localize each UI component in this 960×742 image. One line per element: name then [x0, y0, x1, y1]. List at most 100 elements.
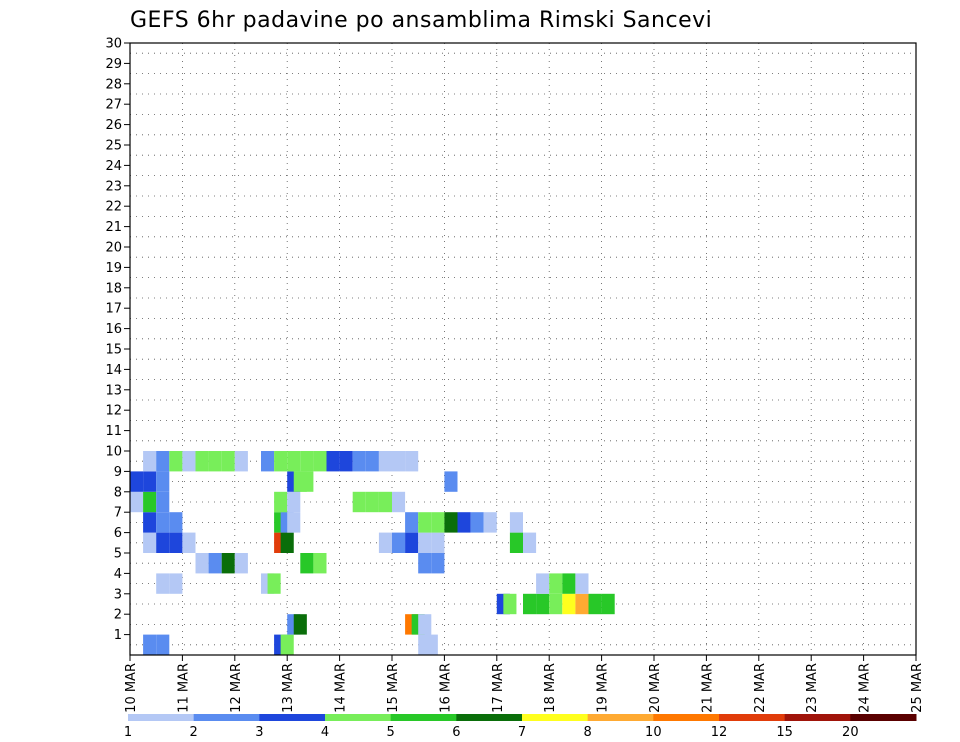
heatmap-cell — [143, 512, 157, 533]
heatmap-cell — [444, 471, 458, 492]
colorbar-label: 6 — [452, 725, 460, 740]
heatmap-cell — [562, 593, 576, 615]
heatmap-cell — [208, 553, 222, 574]
colorbar-swatch — [784, 714, 851, 721]
y-tick-label: 29 — [105, 57, 122, 72]
heatmap-cell — [156, 471, 170, 492]
x-axis-ticks: 10 MAR 11 MAR 12 MAR 13 MAR 14 MAR 15 MAR 16 M… — [124, 655, 925, 713]
heatmap-cell — [280, 532, 294, 553]
heatmap-cell — [509, 532, 523, 553]
heatmap-cell — [267, 573, 281, 594]
heatmap-cell — [300, 451, 314, 472]
chart-title: GEFS 6hr padavine po ansamblima Rimski S… — [130, 8, 712, 33]
colorbar-swatch — [719, 714, 786, 721]
heatmap-cell — [392, 532, 406, 553]
heatmap-cell — [280, 634, 294, 655]
x-tick-label: 18 MAR — [543, 663, 558, 713]
heatmap-cell — [156, 451, 170, 472]
heatmap-cell — [274, 451, 288, 472]
x-tick-label: 21 MAR — [700, 663, 715, 713]
y-tick-label: 30 — [105, 37, 122, 52]
y-tick-label: 22 — [105, 200, 122, 215]
y-tick-label: 8 — [114, 485, 122, 500]
x-tick-label: 10 MAR — [124, 663, 139, 713]
heatmap-cell — [169, 573, 183, 594]
heatmap-cell — [169, 451, 183, 472]
heatmap-cell — [424, 634, 438, 655]
heatmap-cell — [156, 491, 170, 513]
colorbar-swatch — [850, 714, 917, 721]
y-axis-ticks: 1234567891011121314151617181920212223242… — [105, 37, 130, 643]
colorbar-label: 1 — [124, 725, 132, 740]
colorbar-label: 5 — [387, 725, 395, 740]
x-tick-label: 19 MAR — [596, 663, 611, 713]
x-tick-label: 11 MAR — [176, 663, 191, 713]
heatmap-cell — [431, 553, 445, 574]
x-tick-label: 17 MAR — [491, 663, 506, 713]
y-tick-label: 11 — [105, 424, 122, 439]
x-tick-label: 15 MAR — [386, 663, 401, 713]
heatmap-cell — [392, 491, 406, 513]
heatmap-cell — [300, 471, 314, 492]
x-tick-label: 22 MAR — [753, 663, 768, 713]
heatmap-cell — [405, 451, 419, 472]
heatmap-cell — [509, 512, 523, 533]
heatmap-cell — [365, 451, 379, 472]
heatmap-cell — [549, 593, 563, 615]
y-tick-label: 13 — [105, 383, 122, 398]
heatmap-cell — [378, 451, 392, 472]
heatmap-cell — [536, 593, 550, 615]
heatmap-cell — [143, 532, 157, 553]
x-tick-label: 25 MAR — [910, 663, 925, 713]
heatmap-cell — [143, 471, 157, 492]
heatmap-cell — [378, 532, 392, 553]
y-tick-label: 2 — [114, 608, 122, 623]
heatmap-cell — [221, 451, 235, 472]
y-tick-label: 17 — [105, 302, 122, 317]
heatmap-cell — [562, 573, 576, 594]
heatmap-cell — [405, 532, 419, 553]
x-tick-label: 20 MAR — [648, 663, 663, 713]
y-tick-label: 28 — [105, 77, 122, 92]
heatmap-cell — [392, 451, 406, 472]
heatmap-cell — [523, 593, 537, 615]
heatmap-cell — [365, 491, 379, 513]
heatmap-cell — [339, 451, 353, 472]
colorbar-swatch — [390, 714, 457, 721]
heatmap-cell — [431, 532, 445, 553]
y-tick-label: 25 — [105, 139, 122, 154]
x-tick-label: 23 MAR — [805, 663, 820, 713]
colorbar-label: 8 — [584, 725, 592, 740]
colorbar-label: 10 — [645, 725, 662, 740]
heatmap-cell — [405, 512, 419, 533]
heatmap-cell — [169, 512, 183, 533]
heatmap-cell — [523, 532, 537, 553]
heatmap-cell — [503, 593, 517, 615]
heatmap-cell — [536, 573, 550, 594]
heatmap-cell — [483, 512, 497, 533]
x-tick-label: 24 MAR — [858, 663, 873, 713]
y-tick-label: 26 — [105, 118, 122, 133]
heatmap-cell — [208, 451, 222, 472]
heatmap-cell — [300, 553, 314, 574]
heatmap-cell — [418, 553, 432, 574]
x-tick-label: 14 MAR — [334, 663, 349, 713]
heatmap-cell — [130, 471, 144, 492]
heatmap-cell — [169, 532, 183, 553]
heatmap-cell — [588, 593, 602, 615]
heatmap-cells — [130, 451, 615, 655]
y-tick-label: 19 — [105, 261, 122, 276]
heatmap-cell — [143, 451, 157, 472]
heatmap-cell — [352, 451, 366, 472]
x-tick-label: 16 MAR — [438, 663, 453, 713]
y-tick-label: 10 — [105, 445, 122, 460]
colorbar-swatch — [522, 714, 589, 721]
heatmap-cell — [195, 553, 209, 574]
colorbar-label: 2 — [190, 725, 198, 740]
heatmap-cell — [418, 532, 432, 553]
x-tick-label: 12 MAR — [229, 663, 244, 713]
y-tick-label: 9 — [114, 465, 122, 480]
y-tick-label: 20 — [105, 241, 122, 256]
heatmap-cell — [431, 512, 445, 533]
heatmap-cell — [182, 532, 196, 553]
